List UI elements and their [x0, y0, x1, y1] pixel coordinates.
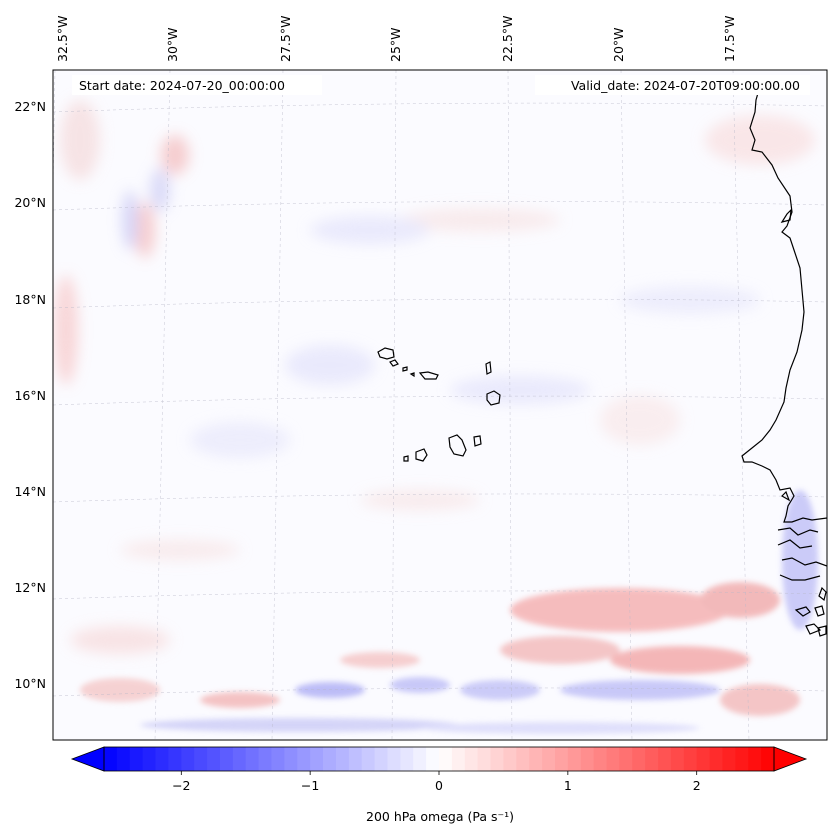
colorbar-cell	[219, 747, 234, 771]
colorbar-cell	[310, 747, 324, 771]
colorbar-cell	[284, 747, 298, 771]
lon-label: 25°W	[388, 27, 403, 62]
colorbar-cell	[194, 747, 208, 771]
colorbar-cell	[361, 747, 375, 771]
colorbar-cell	[258, 747, 272, 771]
colorbar-cell	[207, 747, 221, 771]
colorbar-tick-label: 0	[435, 778, 443, 793]
colorbar-cell	[129, 747, 144, 771]
colorbar-max-extension	[773, 746, 808, 772]
colorbar-ticks: −2 −1 0 1 2	[172, 771, 701, 793]
colorbar-cell	[632, 747, 646, 771]
colorbar-cell	[168, 747, 182, 771]
lat-label: 20°N	[14, 195, 46, 210]
lat-label: 12°N	[14, 580, 46, 595]
colorbar-cell	[658, 747, 672, 771]
colorbar-cell	[348, 747, 363, 771]
colorbar-cell	[761, 747, 775, 771]
cape-verde-islands	[377, 347, 501, 462]
colorbar-cell	[181, 747, 195, 771]
colorbar-label: 200 hPa omega (Pa s⁻¹)	[366, 809, 514, 824]
map-frame	[52, 69, 828, 741]
colorbar-cell	[580, 747, 595, 771]
colorbar-cell	[670, 747, 685, 771]
lon-label: 20°W	[611, 27, 626, 62]
colorbar-cell	[619, 747, 633, 771]
colorbar-cell	[722, 747, 736, 771]
african-coastline	[741, 85, 827, 637]
colorbar-cell	[374, 747, 388, 771]
colorbar-cell	[387, 747, 401, 771]
colorbar-cell	[696, 747, 710, 771]
lon-label: 32.5°W	[55, 16, 70, 62]
colorbar-cell	[593, 747, 607, 771]
colorbar-cell	[567, 747, 582, 771]
colorbar-cell	[439, 747, 453, 771]
colorbar-cell	[477, 747, 491, 771]
colorbar: −2 −1 0 1 2 200 hPa omega (Pa s⁻¹)	[70, 746, 808, 824]
lat-label: 18°N	[14, 292, 46, 307]
colorbar-cell	[606, 747, 620, 771]
colorbar-cell	[426, 747, 440, 771]
colorbar-cell	[271, 747, 285, 771]
colorbar-cell	[464, 747, 479, 771]
lat-label: 14°N	[14, 484, 46, 499]
lat-label: 10°N	[14, 676, 46, 691]
valid-date-label: Valid_date: 2024-07-20T09:00:00.00	[571, 78, 800, 93]
colorbar-cell	[542, 747, 556, 771]
colorbar-cell	[451, 747, 466, 771]
lon-label: 27.5°W	[278, 16, 293, 62]
colorbar-cell	[400, 747, 414, 771]
colorbar-cell	[490, 747, 504, 771]
colorbar-cell	[413, 747, 427, 771]
latitude-labels: 22°N 20°N 18°N 16°N 14°N 12°N 10°N	[14, 99, 46, 691]
colorbar-cell	[335, 747, 350, 771]
gridlines	[53, 70, 827, 740]
omega-field	[53, 70, 827, 740]
colorbar-cell	[323, 747, 337, 771]
colorbar-cell	[503, 747, 517, 771]
colorbar-cell	[529, 747, 543, 771]
lat-label: 16°N	[14, 388, 46, 403]
colorbar-cells	[104, 747, 775, 771]
colorbar-cell	[683, 747, 698, 771]
map-panel: Start date: 2024-07-20_00:00:00 Valid_da…	[52, 69, 828, 741]
colorbar-min-extension	[70, 746, 105, 772]
colorbar-cell	[155, 747, 169, 771]
colorbar-cell	[297, 747, 311, 771]
lat-label: 22°N	[14, 99, 46, 114]
lon-label: 30°W	[165, 27, 180, 62]
lon-label: 22.5°W	[500, 16, 515, 62]
colorbar-cell	[104, 747, 118, 771]
colorbar-cell	[554, 747, 569, 771]
longitude-labels: 32.5°W 30°W 27.5°W 25°W 22.5°W 20°W 17.5…	[55, 16, 737, 62]
colorbar-tick-label: 2	[693, 778, 701, 793]
colorbar-tick-label: −2	[172, 778, 190, 793]
colorbar-tick-label: −1	[301, 778, 319, 793]
colorbar-tick-label: 1	[564, 778, 572, 793]
colorbar-cell	[735, 747, 749, 771]
colorbar-cell	[232, 747, 247, 771]
lon-label: 17.5°W	[722, 16, 737, 62]
colorbar-cell	[245, 747, 260, 771]
start-date-label: Start date: 2024-07-20_00:00:00	[79, 78, 285, 93]
colorbar-cell	[142, 747, 156, 771]
colorbar-cell	[709, 747, 723, 771]
colorbar-cell	[748, 747, 762, 771]
colorbar-cell	[645, 747, 659, 771]
start-date-box	[72, 75, 322, 95]
colorbar-cell	[516, 747, 530, 771]
colorbar-cell	[116, 747, 131, 771]
valid-date-box	[535, 75, 810, 95]
